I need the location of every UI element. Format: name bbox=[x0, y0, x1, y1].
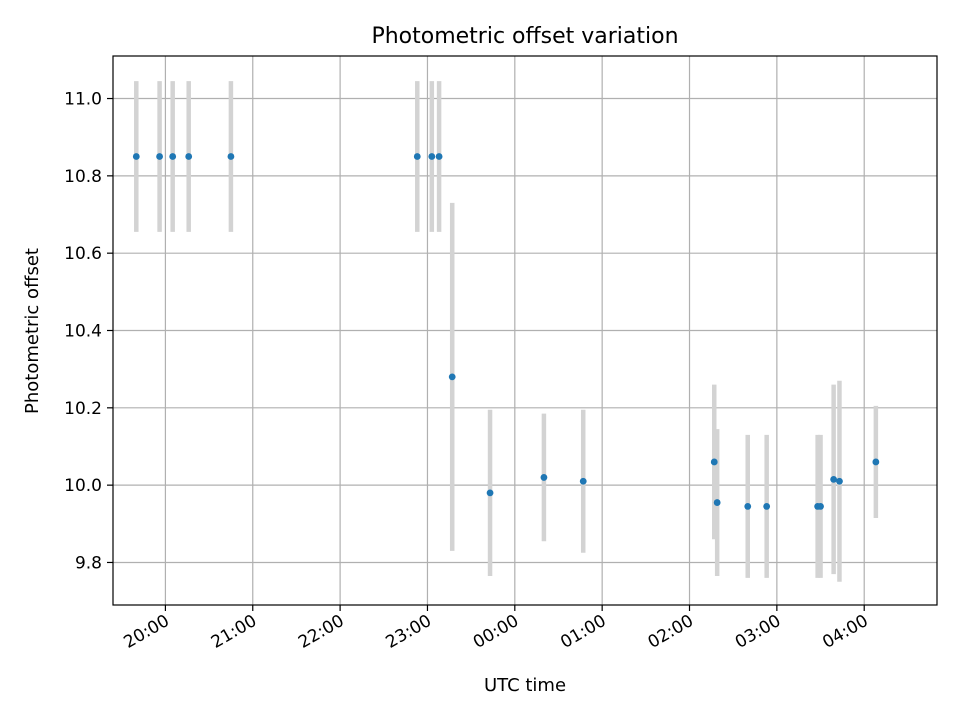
data-points bbox=[132, 153, 880, 510]
data-point bbox=[435, 153, 443, 160]
data-point bbox=[156, 153, 163, 160]
data-point bbox=[579, 477, 587, 485]
data-point bbox=[169, 153, 177, 160]
chart-title: Photometric offset variation bbox=[371, 24, 678, 49]
y-axis-ticks: 9.8 10.0 10.2 10.4 10.6 10.8 11.0 bbox=[64, 90, 113, 573]
data-point bbox=[710, 458, 718, 466]
data-point bbox=[413, 153, 421, 160]
data-point bbox=[486, 489, 494, 497]
y-axis-label: Photometric offset bbox=[22, 248, 43, 414]
data-point bbox=[540, 474, 548, 481]
data-point bbox=[836, 477, 843, 485]
y-tick-label: 10.6 bbox=[64, 244, 102, 264]
grid bbox=[113, 56, 937, 605]
data-point bbox=[185, 153, 193, 160]
data-point bbox=[763, 503, 771, 510]
x-axis-label: UTC time bbox=[484, 675, 566, 696]
data-point bbox=[428, 153, 436, 160]
data-point bbox=[713, 499, 721, 506]
data-point bbox=[872, 458, 880, 466]
data-point bbox=[448, 373, 456, 381]
y-tick-label: 10.0 bbox=[64, 476, 102, 496]
y-tick-label: 10.2 bbox=[64, 399, 102, 419]
data-point bbox=[817, 503, 824, 510]
data-point bbox=[744, 503, 752, 510]
data-point bbox=[830, 475, 838, 483]
y-tick-label: 9.8 bbox=[75, 553, 102, 573]
y-tick-label: 10.4 bbox=[64, 322, 102, 342]
y-tick-label: 11.0 bbox=[64, 90, 102, 110]
data-point bbox=[227, 153, 235, 160]
y-tick-label: 10.8 bbox=[64, 167, 102, 187]
data-point bbox=[132, 153, 140, 160]
